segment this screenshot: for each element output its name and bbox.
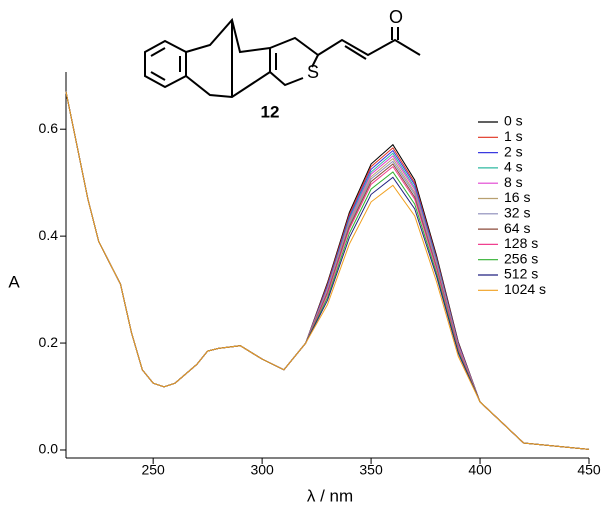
legend-label: 0 s <box>504 113 523 129</box>
chain <box>317 38 421 57</box>
structure: O S 12 <box>144 7 421 121</box>
legend-label: 2 s <box>504 143 523 159</box>
x-tick-label: 250 <box>141 462 165 478</box>
x-tick-label: 350 <box>359 462 383 478</box>
atom-label: S <box>307 62 319 82</box>
bond <box>150 71 166 81</box>
x-tick-label: 450 <box>577 462 601 478</box>
legend-label: 256 s <box>504 250 538 266</box>
y-tick-label: 0.0 <box>39 441 59 457</box>
bond <box>344 45 367 60</box>
atom-label: O <box>389 7 403 27</box>
x-tick-label: 300 <box>250 462 274 478</box>
y-tick-label: 0.4 <box>39 227 59 243</box>
legend-label: 16 s <box>504 189 530 205</box>
y-axis-label: A <box>8 272 20 291</box>
legend-label: 1024 s <box>504 281 546 297</box>
x-axis-label: λ / nm <box>307 486 353 505</box>
legend-label: 512 s <box>504 266 538 282</box>
bridge <box>185 17 271 54</box>
legend-label: 8 s <box>504 174 523 190</box>
y-tick-label: 0.2 <box>39 334 59 350</box>
thiophene <box>269 36 320 68</box>
x-tick-label: 400 <box>468 462 492 478</box>
legend-label: 32 s <box>504 205 530 221</box>
legend-label: 1 s <box>504 128 523 144</box>
y-tick-label: 0.6 <box>39 120 59 136</box>
compound-label: 12 <box>261 102 280 121</box>
legend-label: 64 s <box>504 220 530 236</box>
thiophene <box>269 48 304 87</box>
spectrum-line <box>65 91 590 450</box>
bridge <box>185 71 271 99</box>
bond <box>150 47 166 57</box>
legend-label: 4 s <box>504 159 523 175</box>
legend-label: 128 s <box>504 235 538 251</box>
